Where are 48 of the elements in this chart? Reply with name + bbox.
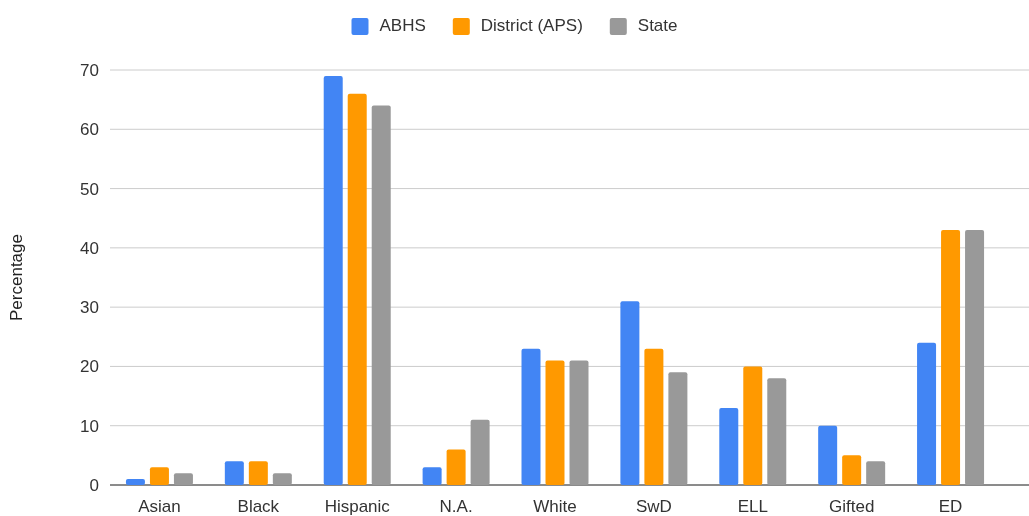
bar xyxy=(125,479,145,485)
x-tick-label: Gifted xyxy=(828,496,875,516)
bar xyxy=(149,467,169,485)
bar xyxy=(371,105,391,485)
y-tick-label: 20 xyxy=(80,357,99,377)
bar xyxy=(446,449,466,485)
x-tick-label: Hispanic xyxy=(324,496,391,516)
bar xyxy=(917,342,937,485)
y-tick-label: 0 xyxy=(89,475,99,495)
bar xyxy=(422,467,442,485)
x-tick-label: ED xyxy=(938,496,963,516)
bar xyxy=(644,348,664,485)
bar xyxy=(743,366,763,485)
legend-label: State xyxy=(637,16,678,35)
bar xyxy=(470,419,490,485)
y-tick-label: 60 xyxy=(80,120,99,140)
x-tick-label: ELL xyxy=(737,496,768,516)
x-tick-label: SwD xyxy=(635,496,672,516)
y-tick-label: 70 xyxy=(80,60,99,80)
bar xyxy=(842,455,862,485)
bar xyxy=(224,461,244,485)
bar xyxy=(569,360,589,485)
bar xyxy=(668,372,688,485)
bar xyxy=(347,93,367,485)
bar xyxy=(620,301,640,485)
x-tick-label: Asian xyxy=(138,496,181,516)
legend-label: ABHS xyxy=(379,16,426,35)
bar xyxy=(545,360,565,485)
bar xyxy=(866,461,886,485)
x-tick-label: Black xyxy=(237,496,280,516)
bar xyxy=(272,473,292,485)
y-tick-label: 30 xyxy=(80,298,99,318)
bar xyxy=(248,461,268,485)
bar xyxy=(941,230,961,485)
y-tick-label: 10 xyxy=(80,416,99,436)
bar xyxy=(173,473,193,485)
bar xyxy=(818,425,838,485)
legend-label: District (APS) xyxy=(480,16,583,35)
x-tick-label: N.A. xyxy=(439,496,473,516)
x-tick-label: White xyxy=(533,496,577,516)
y-axis-title: Percentage xyxy=(7,234,26,321)
y-tick-label: 40 xyxy=(80,238,99,258)
bar xyxy=(965,230,985,485)
bar xyxy=(719,407,739,485)
bar xyxy=(767,378,787,485)
bar xyxy=(323,75,343,485)
bar xyxy=(521,348,541,485)
y-tick-label: 50 xyxy=(80,179,99,199)
